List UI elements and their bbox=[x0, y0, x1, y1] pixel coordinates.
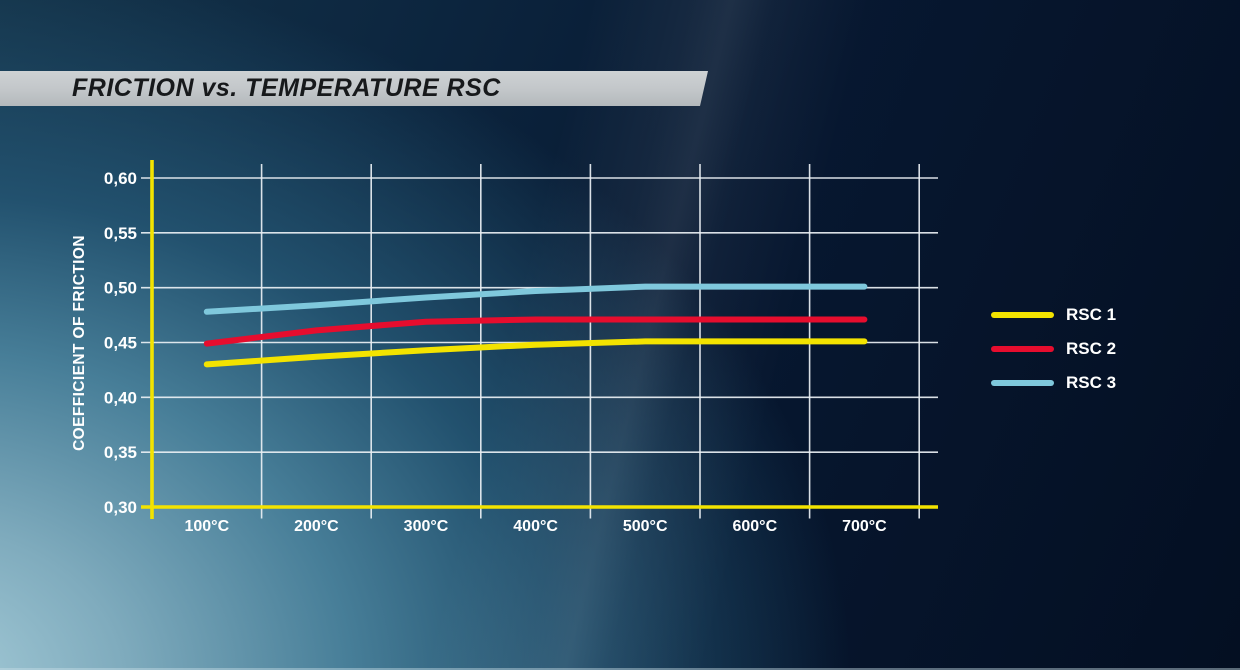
y-axis-title: COEFFICIENT OF FRICTION bbox=[71, 235, 88, 451]
y-tick-0-60: 0,60 bbox=[104, 169, 137, 188]
y-axis-tick-labels: 0,60 0,55 0,50 0,45 0,40 0,35 0,30 bbox=[104, 169, 137, 517]
legend-swatch-rsc-1 bbox=[991, 312, 1054, 318]
x-tick-100c: 100°C bbox=[184, 518, 229, 535]
series-lines bbox=[203, 283, 868, 368]
x-tick-700c: 700°C bbox=[842, 518, 887, 535]
chart-legend: RSC 1 RSC 2 RSC 3 bbox=[991, 298, 1116, 400]
y-tick-0-35: 0,35 bbox=[104, 443, 137, 462]
x-tick-300c: 300°C bbox=[404, 518, 449, 535]
x-axis-tick-labels: 100°C 200°C 300°C 400°C 500°C 600°C 700°… bbox=[184, 518, 887, 535]
y-tick-0-55: 0,55 bbox=[104, 224, 137, 243]
legend-label-rsc-2: RSC 2 bbox=[1066, 339, 1117, 358]
horizontal-gridlines bbox=[141, 177, 938, 454]
legend-label-rsc-3: RSC 3 bbox=[1066, 373, 1117, 392]
page-title: FRICTION vs. TEMPERATURE RSC bbox=[72, 74, 501, 102]
series-line-rsc-2 bbox=[203, 316, 868, 347]
series-line-rsc-3 bbox=[203, 283, 868, 315]
legend-item-rsc-1: RSC 1 bbox=[991, 298, 1116, 332]
legend-swatch-rsc-2 bbox=[991, 346, 1054, 352]
x-tick-600c: 600°C bbox=[732, 518, 777, 535]
legend-label-rsc-1: RSC 1 bbox=[1066, 305, 1117, 324]
legend-swatch-rsc-3 bbox=[991, 380, 1054, 386]
vertical-gridlines bbox=[260, 164, 921, 519]
x-tick-500c: 500°C bbox=[623, 518, 668, 535]
series-line-rsc-1 bbox=[203, 338, 868, 368]
legend-item-rsc-2: RSC 2 bbox=[991, 332, 1116, 366]
x-tick-200c: 200°C bbox=[294, 518, 339, 535]
y-tick-0-40: 0,40 bbox=[104, 388, 137, 407]
title-banner: FRICTION vs. TEMPERATURE RSC bbox=[0, 71, 708, 106]
legend-item-rsc-3: RSC 3 bbox=[991, 366, 1116, 400]
x-tick-400c: 400°C bbox=[513, 518, 558, 535]
y-tick-0-45: 0,45 bbox=[104, 334, 137, 353]
bottom-edge-highlight bbox=[0, 668, 1240, 670]
y-tick-0-30: 0,30 bbox=[104, 498, 137, 517]
y-tick-0-50: 0,50 bbox=[104, 279, 137, 298]
